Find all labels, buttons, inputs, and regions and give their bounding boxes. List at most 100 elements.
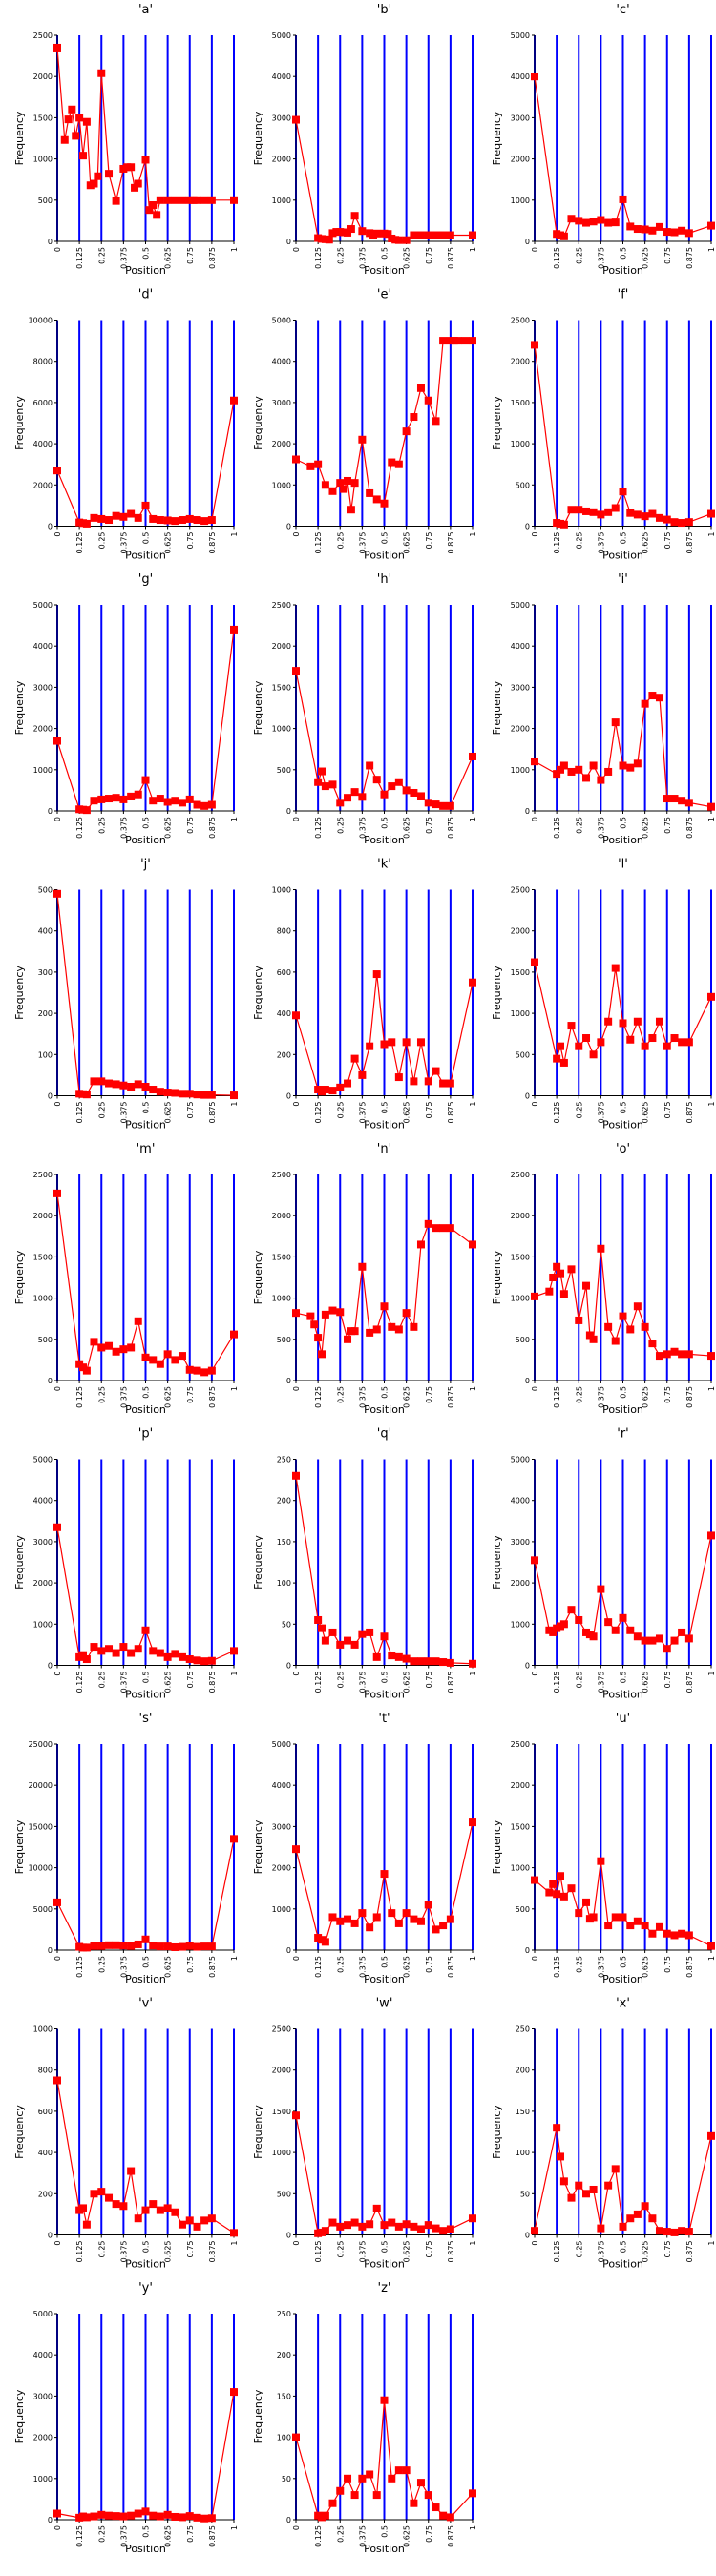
data-point — [439, 1658, 448, 1667]
data-point — [670, 1931, 679, 1940]
data-point — [575, 765, 583, 774]
x-tick-label: 0.5 — [142, 1956, 151, 1968]
data-point — [380, 790, 389, 799]
x-tick-label: 0.75 — [663, 1102, 672, 1119]
x-tick-label: 1 — [230, 2525, 239, 2530]
data-point — [112, 1941, 120, 1949]
data-point — [641, 2202, 649, 2211]
data-point — [432, 800, 440, 809]
y-tick-label: 0 — [525, 2232, 530, 2240]
data-point — [545, 1888, 554, 1897]
data-point — [53, 889, 61, 898]
data-point — [582, 1034, 591, 1043]
data-point — [105, 2511, 114, 2520]
data-point — [53, 737, 61, 745]
data-point — [380, 2396, 389, 2404]
data-point — [559, 761, 568, 770]
data-point — [325, 236, 333, 244]
data-point — [446, 1658, 454, 1667]
data-point — [633, 1917, 642, 1925]
x-tick-label: 0.25 — [336, 1102, 345, 1119]
y-tick-label: 0 — [525, 238, 530, 246]
data-point — [178, 1090, 186, 1098]
data-point — [350, 1327, 359, 1336]
data-point — [461, 337, 470, 345]
data-point — [589, 1913, 598, 1922]
y-axis-label: Frequency — [13, 1535, 26, 1589]
y-axis-label: Frequency — [491, 2105, 503, 2159]
data-point — [178, 516, 186, 525]
y-tick-label: 1000 — [272, 1295, 291, 1303]
x-tick-label: 0.75 — [186, 817, 195, 834]
x-tick-label: 0.5 — [381, 247, 390, 260]
data-point — [388, 1652, 396, 1660]
y-tick-label: 1500 — [272, 683, 291, 692]
data-point — [424, 1901, 432, 1909]
x-tick-label: 0.375 — [358, 532, 367, 554]
data-point — [178, 196, 186, 204]
data-point — [156, 2206, 164, 2214]
chart-panel-8: 'h' 0 500 1000 1500 2000 2500 0 0.125 0.25 0.375 0.… — [252, 572, 477, 846]
data-point — [185, 2216, 194, 2225]
data-point — [105, 516, 114, 525]
data-point — [655, 694, 663, 702]
data-point — [597, 510, 605, 519]
data-point — [402, 2220, 411, 2229]
x-tick-label: 0.25 — [575, 247, 583, 264]
data-point — [453, 337, 462, 345]
data-point — [79, 152, 88, 160]
data-point — [207, 1091, 216, 1099]
x-tick-label: 0.375 — [597, 247, 605, 269]
x-tick-label: 0.625 — [403, 2241, 411, 2263]
data-point — [670, 2228, 679, 2236]
chart-panel-15: 'o' 0 500 1000 1500 2000 2500 0 0.125 0.25 0.375 0.… — [491, 1142, 716, 1416]
y-tick-label: 1000 — [272, 725, 291, 734]
y-tick-label: 0 — [48, 523, 53, 531]
data-point — [171, 1089, 179, 1097]
chart-title: 'c' — [616, 3, 629, 17]
x-tick-label: 0.125 — [553, 247, 561, 269]
chart-title: 't' — [378, 1712, 390, 1726]
x-tick-label: 0.75 — [186, 1956, 195, 1973]
data-point — [90, 1077, 98, 1086]
y-tick-label: 5000 — [33, 2310, 53, 2318]
data-point — [321, 782, 329, 791]
chart-panel-7: 'g' 0 1000 2000 3000 4000 5000 0 0.125 0.25 0.375 0… — [13, 572, 239, 846]
data-point — [82, 519, 91, 528]
data-point — [336, 799, 345, 807]
x-tick-label: 0.75 — [425, 247, 433, 264]
x-tick-label: 0.375 — [597, 1956, 605, 1978]
x-axis-label: Position — [602, 1689, 643, 1701]
x-tick-label: 0.875 — [447, 1672, 455, 1693]
data-point — [531, 341, 538, 349]
y-tick-label: 2000 — [33, 1579, 53, 1588]
x-axis-label: Position — [364, 1403, 405, 1416]
data-point — [410, 1915, 418, 1923]
data-point — [372, 2491, 381, 2500]
data-point — [134, 513, 142, 522]
x-tick-label: 0 — [292, 1386, 301, 1391]
y-axis-label: Frequency — [252, 2389, 264, 2443]
data-point — [678, 1350, 686, 1359]
data-point — [611, 964, 620, 972]
data-point — [358, 435, 367, 444]
data-point — [321, 1310, 329, 1319]
data-point — [626, 1325, 635, 1334]
y-tick-label: 0 — [286, 1377, 291, 1385]
chart-panel-19: 's' 0 5000 10000 15000 20000 25000 0 0.125 0.25 0.… — [13, 1712, 239, 1985]
data-point — [439, 1079, 448, 1088]
data-point — [416, 1038, 425, 1047]
data-point — [469, 1818, 476, 1827]
y-tick-label: 4000 — [511, 73, 530, 81]
y-tick-label: 4000 — [272, 358, 291, 366]
chart-title: 'p' — [138, 1427, 153, 1442]
y-tick-label: 3000 — [272, 399, 291, 407]
y-axis-label: Frequency — [491, 1535, 503, 1589]
data-point — [439, 1922, 448, 1930]
chart-panel-12: 'l' 0 500 1000 1500 2000 2500 0 0.125 0.25 0.375 0.… — [491, 858, 716, 1132]
y-tick-label: 2000 — [272, 1212, 291, 1220]
data-point — [626, 2214, 635, 2223]
y-tick-label: 500 — [277, 1336, 291, 1344]
x-tick-label: 0 — [531, 532, 539, 537]
x-tick-label: 0.375 — [597, 1102, 605, 1124]
